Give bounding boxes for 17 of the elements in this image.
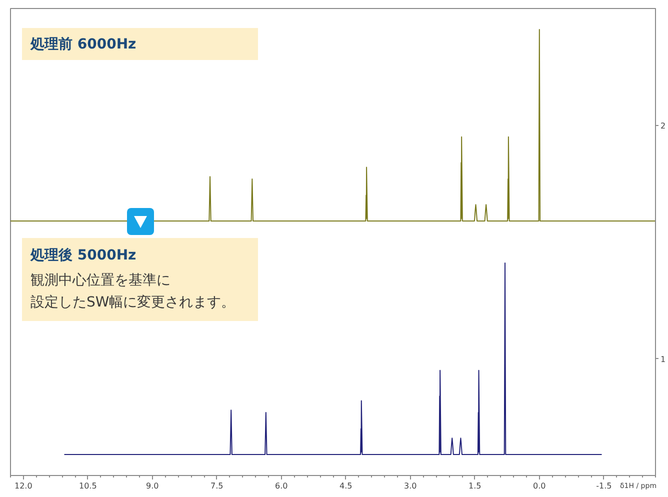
y-tick-label: 2	[660, 121, 666, 130]
annotation: 設定したSW幅に変更されます。	[30, 294, 236, 311]
x-tick-label: 1.5	[468, 482, 482, 490]
annotation: 処理後 5000Hz	[29, 248, 136, 264]
x-tick-label: 10.5	[78, 482, 97, 490]
x-tick-label: 3.0	[404, 482, 417, 490]
x-tick-label: 7.5	[210, 482, 224, 490]
x-tick-label: 9.0	[146, 482, 159, 490]
x-tick-label: -1.5	[596, 482, 612, 490]
annotation: 観測中心位置を基準に	[30, 272, 170, 288]
y-tick-label: 1	[660, 354, 666, 364]
x-tick-label: 0.0	[533, 482, 546, 490]
line-series	[10, 29, 656, 222]
x-tick-label: 6.0	[275, 482, 288, 490]
annotation: 処理前 6000Hz	[29, 36, 136, 52]
x-tick-label: 12.0	[14, 482, 32, 490]
x-tick-label: 4.5	[340, 482, 352, 490]
